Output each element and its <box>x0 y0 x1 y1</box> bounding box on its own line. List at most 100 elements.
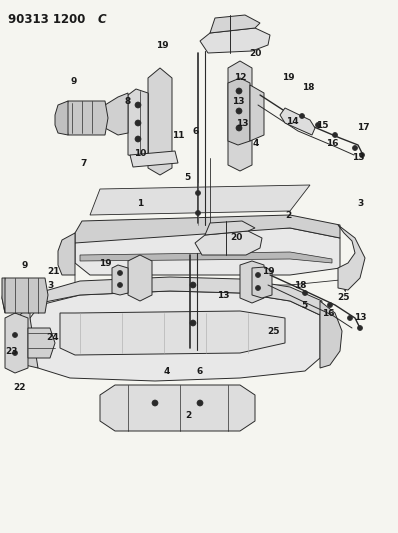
Circle shape <box>300 114 304 118</box>
Text: 20: 20 <box>230 233 242 243</box>
Text: 13: 13 <box>236 118 248 127</box>
Text: 19: 19 <box>156 41 168 50</box>
Polygon shape <box>195 231 262 255</box>
Text: 17: 17 <box>357 124 369 133</box>
Polygon shape <box>210 15 260 33</box>
Circle shape <box>12 351 18 356</box>
Circle shape <box>117 271 123 276</box>
Polygon shape <box>28 328 55 358</box>
Polygon shape <box>58 233 75 275</box>
Text: 20: 20 <box>249 49 261 58</box>
Polygon shape <box>128 255 152 301</box>
Text: 19: 19 <box>99 259 111 268</box>
Circle shape <box>357 326 363 330</box>
Circle shape <box>197 400 203 406</box>
Polygon shape <box>90 185 310 215</box>
Polygon shape <box>2 278 48 313</box>
Polygon shape <box>28 291 320 381</box>
Polygon shape <box>5 313 28 373</box>
Polygon shape <box>128 89 148 157</box>
Polygon shape <box>250 85 264 141</box>
Circle shape <box>135 102 141 108</box>
Text: 18: 18 <box>294 280 306 289</box>
Text: 24: 24 <box>47 334 59 343</box>
Text: 25: 25 <box>268 327 280 335</box>
Text: 5: 5 <box>301 301 307 310</box>
Polygon shape <box>75 215 340 243</box>
Polygon shape <box>65 101 108 135</box>
Text: 13: 13 <box>232 96 244 106</box>
Text: 9: 9 <box>22 261 28 270</box>
Polygon shape <box>228 61 252 171</box>
Text: 16: 16 <box>322 309 334 318</box>
Circle shape <box>236 125 242 131</box>
Text: 2: 2 <box>185 410 191 419</box>
Polygon shape <box>75 228 340 275</box>
Text: 3: 3 <box>47 280 53 289</box>
Polygon shape <box>338 225 365 290</box>
Circle shape <box>328 303 332 308</box>
Polygon shape <box>105 93 128 135</box>
Text: 15: 15 <box>316 120 328 130</box>
Polygon shape <box>205 221 255 235</box>
Text: 5: 5 <box>184 174 190 182</box>
Circle shape <box>135 120 141 126</box>
Circle shape <box>12 333 18 337</box>
Text: 4: 4 <box>164 367 170 376</box>
Polygon shape <box>252 267 272 298</box>
Polygon shape <box>30 277 322 315</box>
Text: 6: 6 <box>197 367 203 376</box>
Polygon shape <box>15 305 38 368</box>
Circle shape <box>152 400 158 406</box>
Circle shape <box>316 123 320 127</box>
Circle shape <box>332 133 338 138</box>
Polygon shape <box>2 278 5 313</box>
Polygon shape <box>80 252 332 263</box>
Text: 10: 10 <box>134 149 146 157</box>
Text: 18: 18 <box>302 84 314 93</box>
Text: 25: 25 <box>338 294 350 303</box>
Polygon shape <box>130 151 178 167</box>
Polygon shape <box>200 28 270 53</box>
Polygon shape <box>280 108 315 135</box>
Text: 13: 13 <box>217 290 229 300</box>
Circle shape <box>256 272 261 278</box>
Polygon shape <box>100 385 255 431</box>
Polygon shape <box>112 265 128 295</box>
Text: 2: 2 <box>285 211 291 220</box>
Text: 3: 3 <box>357 198 363 207</box>
Circle shape <box>359 152 365 157</box>
Text: 13: 13 <box>352 154 364 163</box>
Text: 4: 4 <box>253 139 259 148</box>
Circle shape <box>117 282 123 287</box>
Text: C: C <box>98 13 107 26</box>
Text: 11: 11 <box>172 131 184 140</box>
Text: 22: 22 <box>14 384 26 392</box>
Circle shape <box>256 286 261 290</box>
Text: 13: 13 <box>354 313 366 322</box>
Circle shape <box>353 146 357 150</box>
Text: 7: 7 <box>81 158 87 167</box>
Polygon shape <box>320 301 342 368</box>
Text: 16: 16 <box>326 139 338 148</box>
Circle shape <box>302 290 308 295</box>
Circle shape <box>135 136 141 142</box>
Text: 19: 19 <box>262 266 274 276</box>
Circle shape <box>195 211 201 215</box>
Circle shape <box>190 282 196 288</box>
Circle shape <box>347 316 353 320</box>
Polygon shape <box>55 101 68 135</box>
Circle shape <box>236 108 242 114</box>
Text: 21: 21 <box>47 266 59 276</box>
Circle shape <box>195 190 201 196</box>
Text: 1: 1 <box>137 198 143 207</box>
Text: 19: 19 <box>282 74 294 83</box>
Text: 6: 6 <box>193 126 199 135</box>
Text: 14: 14 <box>286 117 298 125</box>
Text: 12: 12 <box>234 74 246 83</box>
Polygon shape <box>148 68 172 175</box>
Circle shape <box>190 320 196 326</box>
Polygon shape <box>60 311 285 355</box>
Circle shape <box>236 88 242 94</box>
Polygon shape <box>240 261 264 303</box>
